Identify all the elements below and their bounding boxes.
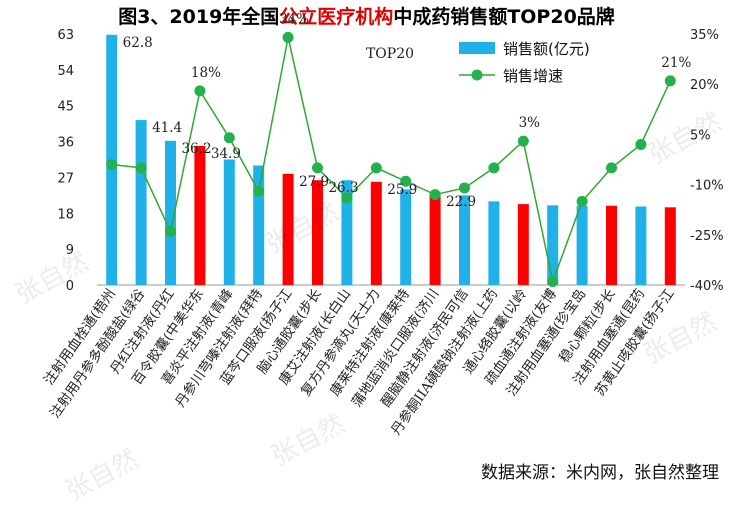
bar [459,195,470,285]
bar [341,180,353,285]
left-axis-tick-label: 0 [66,279,74,294]
bar [664,207,676,285]
legend-line-label: 销售增速 [503,67,563,85]
bar [165,140,176,285]
growth-marker [312,162,323,174]
growth-marker [223,132,235,144]
bar-value-label: 25.9 [387,182,417,198]
inner-title: TOP20 [366,46,414,62]
right-axis-tick-label: -10% [690,179,724,194]
bar-value-label: 27.9 [299,174,329,190]
growth-value-label: 34% [279,11,309,27]
growth-value-label: 3% [519,115,541,131]
right-axis-tick-label: 20% [690,78,719,93]
left-axis-tick-label: 36 [57,136,74,151]
growth-marker [547,276,559,288]
right-axis-tick-label: -25% [690,229,724,244]
left-axis-tick-label: 45 [57,100,74,115]
right-axis-tick-label: 35% [690,28,719,43]
bar [547,205,559,285]
legend-line-marker [471,69,483,81]
right-axis-tick-label: 5% [690,128,711,143]
bar [488,201,500,285]
data-source-note: 数据来源：米内网，张自然整理 [481,463,719,483]
bar [635,206,647,285]
legend-bar-swatch [459,42,495,54]
growth-marker [576,195,588,207]
bar-value-label: 36.2 [181,141,211,157]
bar [223,159,235,285]
growth-marker [282,31,294,43]
bar [400,189,412,285]
growth-line [111,37,671,285]
legend-bar-label: 销售额(亿元) [503,40,590,58]
growth-value-label: 21% [661,55,691,71]
growth-marker [400,175,412,187]
bar-value-label: 41.4 [152,120,182,136]
bar [135,120,147,285]
growth-value-label: 18% [191,65,221,81]
bar-value-label: 26.3 [328,180,358,196]
growth-marker [664,75,676,87]
bar-value-label: 34.9 [211,146,241,162]
left-axis-tick-label: 27 [57,171,74,186]
left-axis-tick-label: 63 [57,28,74,43]
growth-marker [341,192,353,204]
bar-value-label: 22.9 [446,194,476,210]
growth-marker [165,225,176,237]
bar [606,205,617,285]
left-axis-tick-label: 18 [57,207,74,222]
growth-marker [459,182,470,194]
bar [282,173,294,285]
growth-marker [635,138,647,150]
title-suffix: 中成药销售额TOP20品牌 [393,6,615,28]
growth-marker [194,85,206,97]
left-axis-tick-label: 54 [57,64,74,79]
combo-chart: 0 9 18 27 36 45 54 63 -40% -25% -10% 5% 20% 35% 62.8 41… [41,11,724,438]
growth-marker [135,162,147,174]
title-prefix: 图3、2019年全国 [118,6,280,28]
left-axis-tick-label: 9 [66,243,74,258]
bar [194,145,206,285]
growth-marker [517,135,529,147]
bar-value-label: 62.8 [123,35,153,51]
bar [429,193,441,285]
growth-marker [606,162,617,174]
bar [312,180,323,285]
growth-marker [106,159,118,171]
growth-marker [253,185,265,197]
bar [253,165,265,285]
bar [576,205,588,285]
growth-marker [488,162,500,174]
growth-marker [429,189,441,201]
title-highlight: 公立医疗机构 [279,6,394,28]
bar [370,181,382,285]
chart-title: 图3、2019年全国公立医疗机构中成药销售额TOP20品牌 [0,2,733,29]
right-axis-tick-label: -40% [690,279,724,294]
bar [517,204,529,285]
growth-marker [370,162,382,174]
